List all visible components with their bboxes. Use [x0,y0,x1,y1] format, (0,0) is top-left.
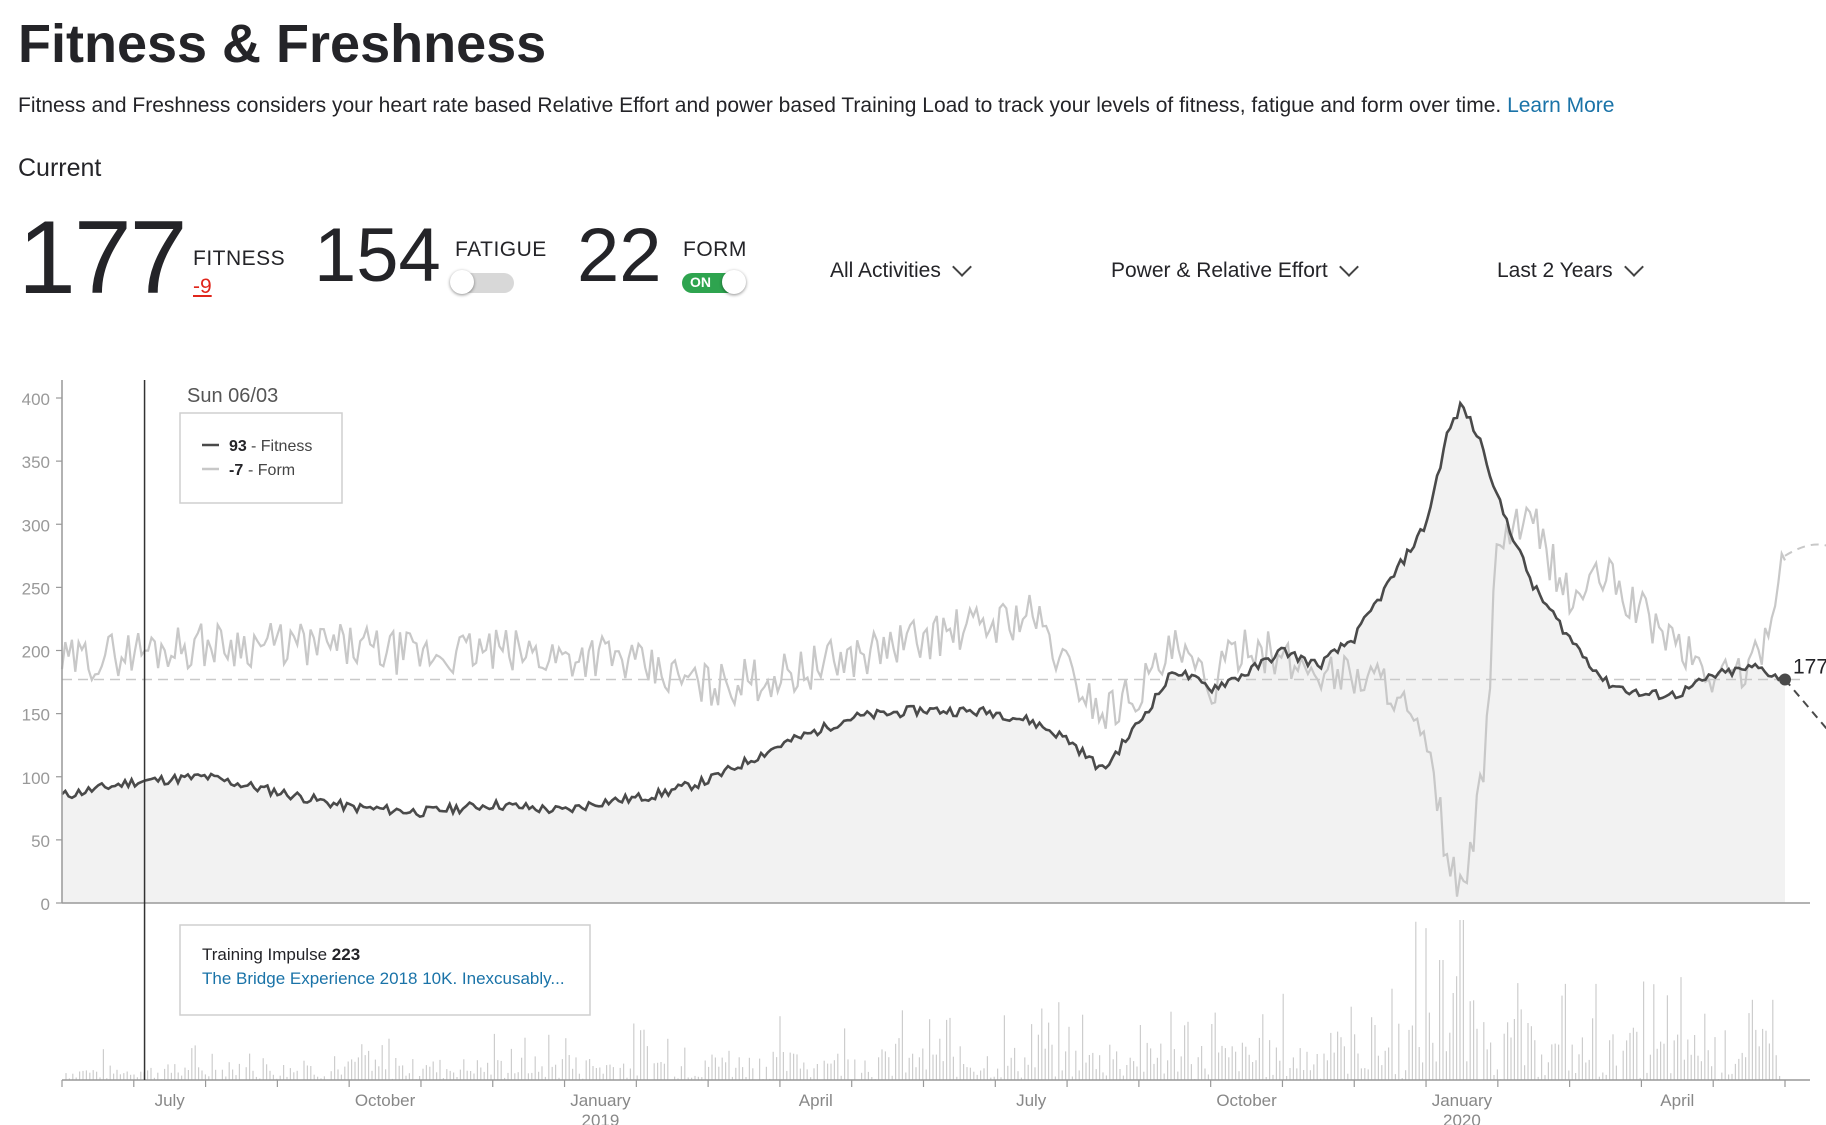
x-tick-label: April [799,1091,833,1110]
tooltip-box [179,412,343,504]
fitness-projection-line [1784,678,1826,730]
fatigue-toggle[interactable] [450,270,514,294]
tooltip-fitness-label: - Fitness [251,438,312,455]
fitness-line [61,400,1786,818]
fatigue-value: 154 [314,213,441,298]
metric-dropdown[interactable]: Power & Relative Effort [1111,257,1359,283]
impulse-label: Training Impulse [202,945,327,964]
y-tick-label: 300 [22,516,50,535]
impulse-activity-link[interactable]: The Bridge Experience 2018 10K. Inexcusa… [202,969,565,988]
y-tick-label: 250 [22,579,50,598]
fitness-area [62,403,1785,903]
tooltip-form-value: -7 [229,462,243,479]
x-tick-year: 2020 [1443,1111,1481,1125]
form-label: FORM [683,238,747,261]
page-description: Fitness and Freshness considers your hea… [18,92,1614,120]
form-value: 22 [577,213,662,298]
page-title: Fitness & Freshness [18,14,547,74]
tooltip-form-label: - Form [248,462,295,479]
impulse-tooltip-line: Training Impulse 223 [202,945,360,964]
x-tick-label: January [570,1091,631,1110]
fitness-end-marker [1779,673,1791,686]
chevron-down-icon [1623,257,1644,277]
fitness-end-label: 177 [1793,656,1826,679]
chevron-down-icon [1338,257,1359,277]
tooltip-fitness-value: 93 [229,438,247,455]
y-tick-label: 0 [41,895,50,914]
x-tick-label: April [1660,1091,1694,1110]
x-tick-label: July [155,1091,186,1110]
learn-more-link[interactable]: Learn More [1507,94,1615,117]
fatigue-label: FATIGUE [455,238,547,261]
x-tick-label: October [1216,1091,1277,1110]
impulse-tooltip: Training Impulse 223 The Bridge Experien… [179,924,591,1016]
impulse-value: 223 [332,945,360,964]
y-tick-label: 400 [22,390,50,409]
toggle-knob [722,270,746,294]
y-tick-label: 100 [22,769,50,788]
form-projection-line [1784,543,1826,557]
impulse-tooltip-box [179,924,591,1016]
range-dropdown[interactable]: Last 2 Years [1497,257,1644,283]
metric-dropdown-label: Power & Relative Effort [1111,259,1328,282]
toggle-knob [450,270,474,294]
form-toggle-label: ON [690,274,711,290]
description-text: Fitness and Freshness considers your hea… [18,94,1502,117]
tooltip-date: Sun 06/03 [187,385,278,407]
activities-dropdown[interactable]: All Activities [830,257,972,283]
chevron-down-icon [951,257,972,277]
activities-dropdown-label: All Activities [830,259,941,282]
y-axis: 0 50 100 150 200 250 300 350 400 [22,390,62,914]
plot-area: 177 [60,400,1826,903]
y-tick-label: 200 [22,643,50,662]
x-tick-label: October [355,1091,416,1110]
current-label: Current [18,154,102,182]
fitness-value: 177 [18,200,188,316]
form-line [60,505,1786,897]
x-tick-label: July [1016,1091,1047,1110]
y-tick-label: 350 [22,453,50,472]
fitness-label: FITNESS [193,247,286,270]
x-tick-year: 2019 [582,1111,620,1125]
range-dropdown-label: Last 2 Years [1497,259,1613,282]
y-tick-label: 150 [22,706,50,725]
fitness-freshness-chart[interactable]: 0 50 100 150 200 250 300 350 400 177 July October… [0,340,1826,1125]
x-tick-label: January [1432,1091,1493,1110]
form-toggle[interactable]: ON [682,270,746,294]
fitness-delta[interactable]: -9 [193,275,212,298]
tooltip-legend: 93 - Fitness -7 - Form [179,412,343,504]
y-tick-label: 50 [31,832,50,851]
